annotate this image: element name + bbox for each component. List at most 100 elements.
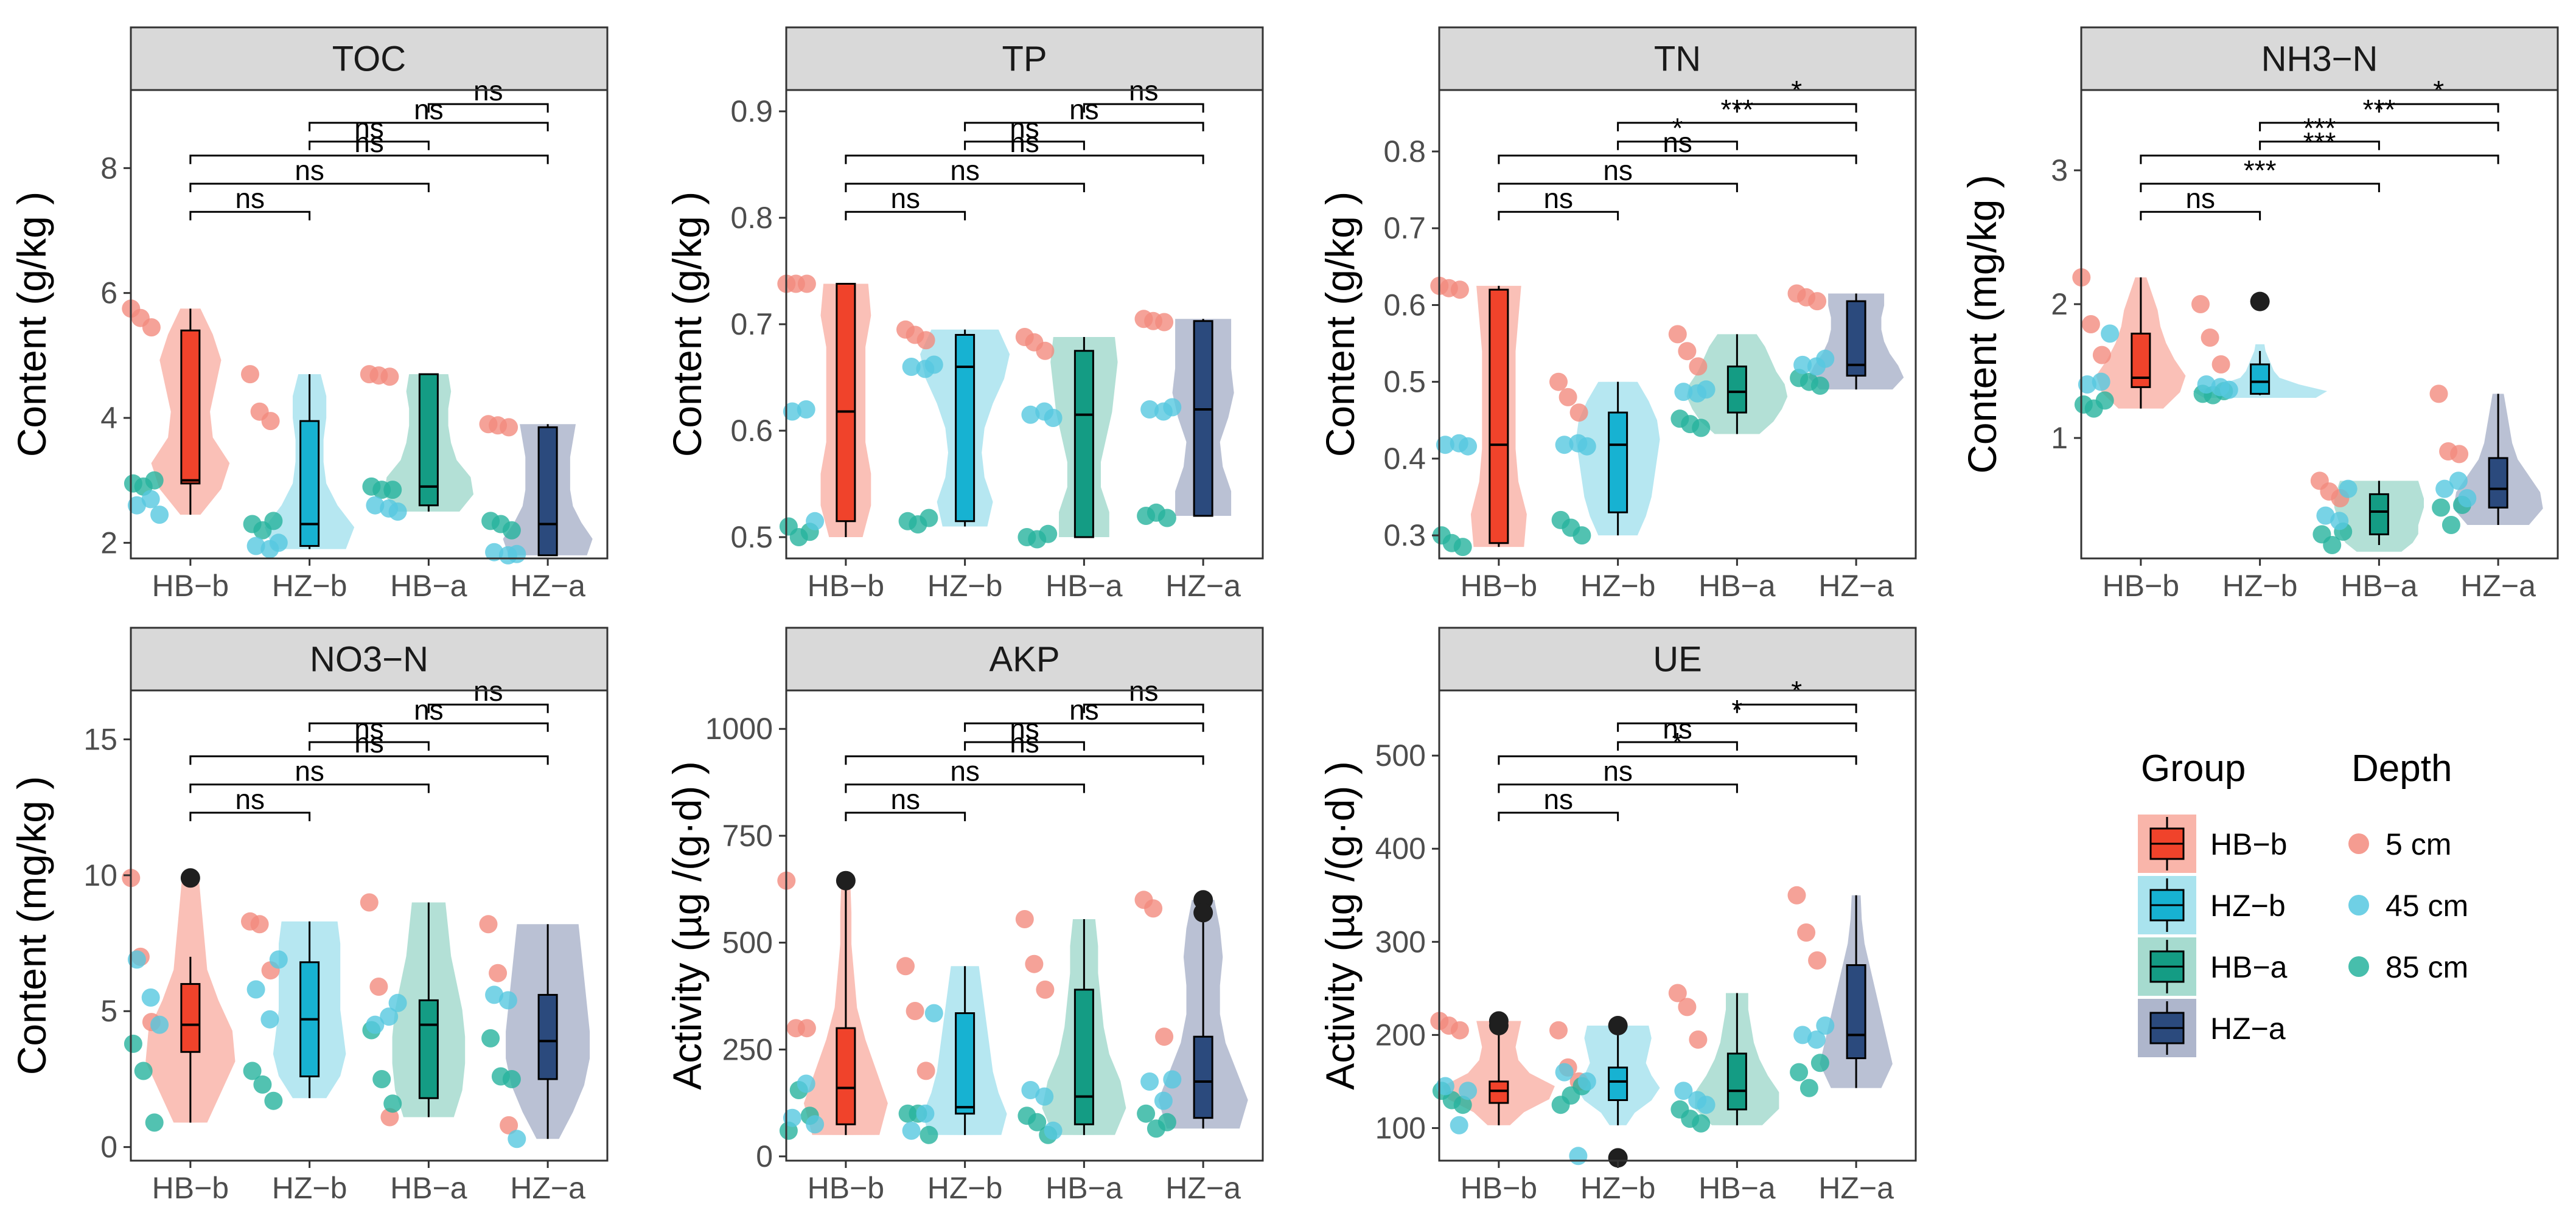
x-tick-label: HZ−b <box>927 1171 1003 1205</box>
box-hb-a <box>1073 989 1094 1125</box>
sig-label: ns <box>2185 182 2215 214</box>
x-tick-label: HZ−b <box>927 569 1003 603</box>
sig-bracket-line <box>845 210 966 221</box>
data-point <box>388 993 407 1012</box>
data-point <box>1692 419 1711 437</box>
box-hb-b <box>836 283 856 523</box>
sig-label: ns <box>1543 784 1573 815</box>
data-point <box>1035 1087 1054 1106</box>
data-point <box>2095 391 2114 410</box>
data-point <box>145 1113 164 1132</box>
sig-label: ns <box>235 784 265 815</box>
y-tick-label: 6 <box>100 276 117 310</box>
data-point <box>1144 899 1163 918</box>
sig-bracket-line <box>845 155 1204 164</box>
data-point <box>1816 1016 1835 1035</box>
data-point <box>916 1061 935 1080</box>
data-point <box>2323 536 2342 554</box>
sig-bracket-line <box>964 141 1085 150</box>
y-tick-label: 250 <box>722 1032 773 1066</box>
sig-label: ns <box>890 784 920 815</box>
x-tick-label: HZ−a <box>1165 1171 1241 1205</box>
data-point <box>797 400 815 419</box>
panel-strip <box>130 26 609 91</box>
data-point <box>1459 1082 1478 1100</box>
panel-border <box>1438 89 1917 560</box>
y-tick-label: 0.8 <box>1383 134 1426 169</box>
data-point <box>2316 506 2335 525</box>
outlier-point <box>1489 1016 1509 1035</box>
data-point <box>806 512 825 530</box>
data-point <box>2101 324 2120 343</box>
sig-bracket-0-2: ns <box>1498 756 1738 793</box>
box-hz-b <box>1608 1066 1628 1102</box>
box-hz-a <box>1846 300 1866 377</box>
data-point <box>1577 1072 1596 1091</box>
box-hb-a <box>2368 493 2389 535</box>
data-point <box>1678 342 1697 361</box>
y-axis-label: Activity (µg /(g·d) ) <box>1318 761 1363 1089</box>
box-hz-a <box>537 993 558 1080</box>
sig-label: ns <box>950 155 980 186</box>
sig-bracket-0-2: ns <box>845 756 1085 793</box>
data-point <box>1689 1030 1708 1049</box>
data-point <box>2191 295 2210 313</box>
data-point <box>502 1070 521 1088</box>
data-point <box>508 1130 526 1148</box>
box-hb-b <box>1489 1080 1509 1104</box>
data-point <box>2450 445 2469 464</box>
data-point <box>500 1116 518 1134</box>
data-point <box>1039 524 1058 543</box>
data-point <box>1025 954 1044 973</box>
data-point <box>383 1094 402 1113</box>
y-tick-label: 2 <box>100 526 117 560</box>
sig-label: ns <box>235 182 265 214</box>
sig-bracket-line <box>964 741 1085 751</box>
sig-bracket-0-1: ns <box>189 182 311 221</box>
data-point <box>806 1115 825 1134</box>
x-tick-label: HB−b <box>1461 569 1537 603</box>
sig-bracket-line <box>309 122 549 131</box>
data-point <box>142 318 161 337</box>
box-hb-a <box>418 373 439 507</box>
sig-bracket-line <box>845 784 1085 793</box>
sig-bracket-line <box>845 811 966 821</box>
y-tick-label: 2 <box>2051 287 2068 321</box>
data-point <box>1697 380 1716 399</box>
sig-bracket-line <box>2378 103 2499 113</box>
y-tick-label: 0.3 <box>1383 518 1426 552</box>
x-tick-label: HZ−b <box>1580 1171 1656 1205</box>
box-hb-a <box>1726 365 1747 414</box>
data-point <box>2092 372 2110 391</box>
y-axis-label: Content (g/kg ) <box>9 192 54 457</box>
data-point <box>1674 1082 1693 1100</box>
sig-bracket-line <box>189 210 311 221</box>
x-tick-label: HZ−b <box>2222 569 2298 603</box>
sig-bracket-0-2: ns <box>845 155 1085 192</box>
legend-depth-5-marker <box>2348 833 2369 854</box>
panel-title: TN <box>1654 40 1701 79</box>
y-axis-label: Content (g/kg ) <box>1318 192 1363 457</box>
data-point <box>380 1108 399 1127</box>
sig-bracket-0-1: ns <box>2140 182 2261 221</box>
legend-depth-85-label: 85 cm <box>2386 950 2468 984</box>
data-point <box>264 1091 283 1110</box>
sig-bracket-line <box>1617 122 1857 131</box>
sig-bracket-0-2: *** <box>2140 155 2380 192</box>
data-point <box>1697 1096 1716 1114</box>
data-point <box>1163 398 1182 417</box>
data-point <box>797 1019 816 1038</box>
panel-title: TP <box>1002 40 1047 79</box>
data-point <box>1453 1096 1472 1114</box>
data-point <box>1569 403 1588 422</box>
sig-bracket-line <box>189 755 549 765</box>
outlier-point <box>1608 1016 1628 1035</box>
y-tick-label: 0.6 <box>730 414 773 448</box>
data-point <box>388 502 407 521</box>
data-point <box>1044 1121 1063 1140</box>
